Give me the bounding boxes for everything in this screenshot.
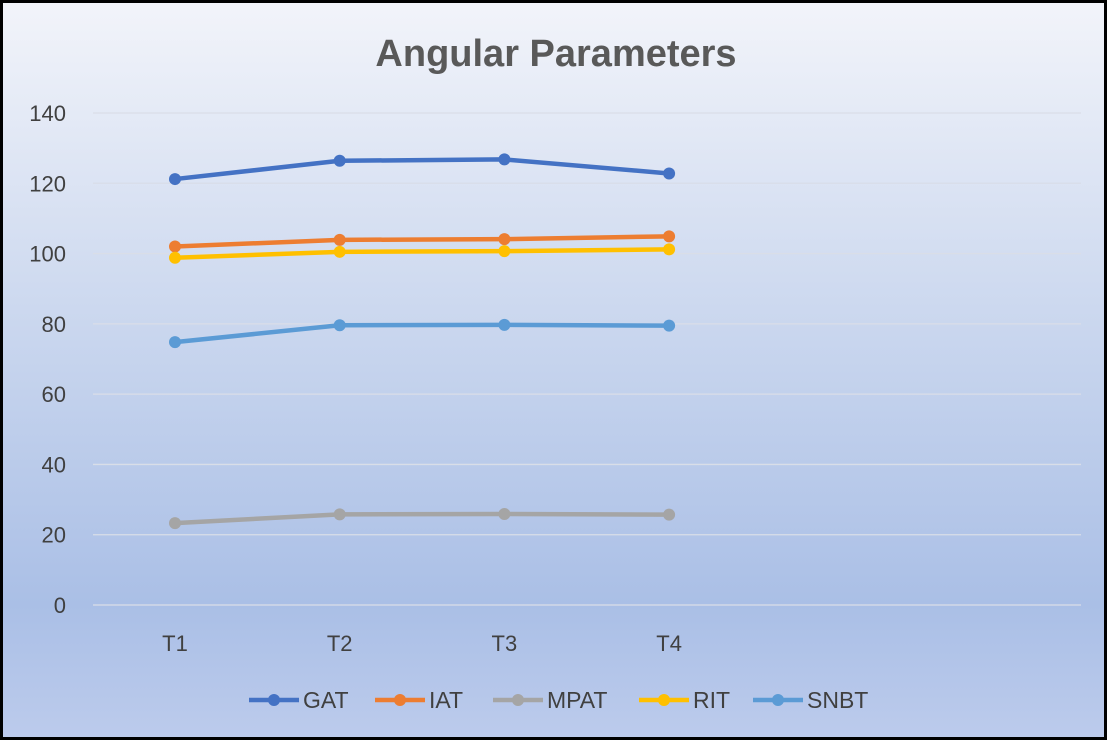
legend: GAT IAT MPAT RIT SNBT: [249, 687, 868, 713]
legend-swatch-marker: [658, 694, 670, 706]
y-tick-label: 80: [42, 312, 66, 337]
data-point: [169, 517, 181, 530]
x-tick-label: T4: [656, 631, 682, 656]
series-lines: [169, 153, 676, 530]
data-point: [663, 508, 676, 521]
legend-item: SNBT: [753, 687, 868, 713]
legend-label: RIT: [693, 687, 730, 713]
legend-item: GAT: [249, 687, 349, 713]
data-point: [663, 230, 676, 243]
y-tick-label: 20: [42, 523, 66, 548]
y-tick-label: 140: [29, 101, 66, 126]
data-point: [333, 245, 346, 258]
x-tick-label: T3: [492, 631, 518, 656]
series-rit: [169, 243, 676, 264]
series-gat: [169, 153, 676, 186]
data-point: [169, 240, 181, 253]
legend-item: IAT: [375, 687, 463, 713]
legend-label: IAT: [429, 687, 463, 713]
legend-item: RIT: [639, 687, 730, 713]
legend-swatch-marker: [772, 694, 784, 706]
legend-label: GAT: [303, 687, 349, 713]
data-point: [498, 153, 511, 166]
chart-title: Angular Parameters: [375, 33, 736, 75]
data-point: [663, 167, 676, 180]
legend-label: SNBT: [807, 687, 868, 713]
data-point: [663, 319, 676, 332]
y-tick-label: 120: [29, 171, 66, 196]
x-tick-label: T1: [162, 631, 188, 656]
x-tick-label: T2: [327, 631, 353, 656]
y-tick-label: 100: [29, 242, 66, 267]
legend-swatch-marker: [512, 694, 524, 706]
legend-swatch-marker: [268, 694, 280, 706]
data-point: [169, 336, 181, 349]
data-point: [498, 318, 511, 331]
series-line: [172, 157, 672, 182]
data-point: [169, 173, 181, 186]
data-point: [663, 243, 676, 256]
data-point: [333, 233, 346, 246]
y-axis-ticks: 0 20 40 60 80 100 120 140: [29, 101, 66, 618]
data-point: [498, 233, 511, 246]
data-point: [333, 508, 346, 521]
series-line: [172, 247, 672, 261]
legend-item: MPAT: [493, 687, 607, 713]
y-tick-label: 0: [54, 593, 66, 618]
gridlines: [93, 112, 1081, 606]
series-line: [172, 511, 672, 526]
series-iat: [169, 230, 676, 253]
data-point: [498, 507, 511, 520]
y-tick-label: 60: [42, 382, 66, 407]
series-line: [172, 234, 672, 249]
series-snbt: [169, 318, 676, 349]
x-axis-ticks: T1 T2 T3 T4: [162, 631, 682, 656]
data-point: [333, 319, 346, 332]
series-line: [172, 322, 672, 345]
data-point: [169, 251, 181, 264]
y-tick-label: 40: [42, 452, 66, 477]
data-point: [498, 245, 511, 258]
legend-swatch-marker: [394, 694, 406, 706]
legend-label: MPAT: [547, 687, 607, 713]
series-mpat: [169, 507, 676, 530]
line-chart: Angular Parameters 0 20 40 60 80 100 120 140 T1…: [29, 33, 1081, 713]
data-point: [333, 154, 346, 167]
